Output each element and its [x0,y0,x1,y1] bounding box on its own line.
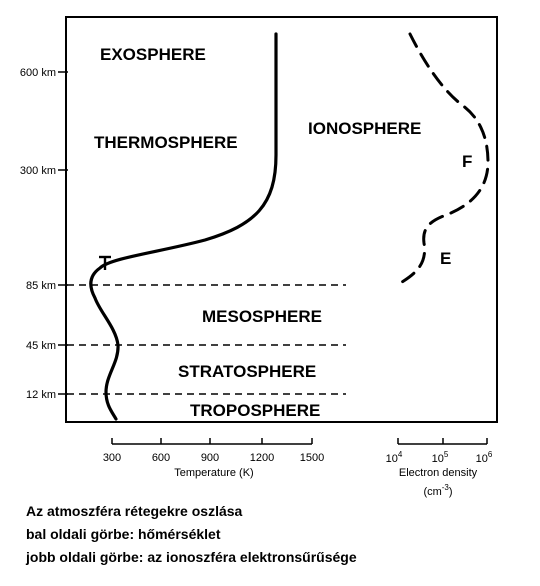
region-thermosphere: THERMOSPHERE [94,133,238,152]
temperature-axis: 300 600 900 1200 1500 Temperature (K) [103,438,324,479]
electron-density-axis: 104 105 106 Electron density (cm-3) [386,438,493,498]
altitude-label-300: 300 km [20,165,56,177]
density-tick-base-1e4: 10 [386,453,398,465]
density-tick-label-1e6: 106 [476,450,493,465]
altitude-label-600: 600 km [20,67,56,79]
density-unit-open: (cm [423,486,441,498]
layer-label-e: E [440,249,451,268]
density-axis-title: Electron density [399,467,478,479]
density-tick-exp-1e5: 5 [444,450,449,459]
electron-density-curve [400,32,490,284]
t-marker [99,255,111,270]
altitude-label-12: 12 km [26,389,56,401]
temp-tick-label-900: 900 [201,452,219,464]
temperature-axis-title: Temperature (K) [174,467,253,479]
altitude-label-45: 45 km [26,340,56,352]
temp-tick-label-1200: 1200 [250,452,274,464]
density-tick-base-1e5: 10 [432,453,444,465]
region-mesosphere: MESOSPHERE [202,307,322,326]
temp-tick-label-1500: 1500 [300,452,324,464]
region-stratosphere: STRATOSPHERE [178,362,316,381]
density-tick-label-1e5: 105 [432,450,449,465]
density-tick-exp-1e6: 6 [488,450,493,459]
density-unit-close: ) [449,486,453,498]
altitude-label-85: 85 km [26,280,56,292]
region-troposphere: TROPOSPHERE [190,401,320,420]
density-tick-exp-1e4: 4 [398,450,403,459]
density-axis-unit: (cm-3) [423,483,452,498]
temp-tick-label-600: 600 [152,452,170,464]
density-tick-label-1e4: 104 [386,450,403,465]
layer-label-f: F [462,152,472,171]
temperature-curve [89,32,278,421]
caption-line-2: bal oldali görbe: hőmérséklet [26,526,221,542]
region-ionosphere: IONOSPHERE [308,119,421,138]
region-exosphere: EXOSPHERE [100,45,206,64]
temp-tick-label-300: 300 [103,452,121,464]
density-tick-base-1e6: 10 [476,453,488,465]
diagram-frame [65,16,498,423]
caption-line-3: jobb oldali görbe: az ionoszféra elektro… [26,549,357,565]
density-unit-exp: -3 [442,483,450,492]
altitude-axis: 600 km 300 km 85 km 45 km 12 km [20,67,68,401]
caption-line-1: Az atmoszféra rétegekre oszlása [26,503,243,519]
